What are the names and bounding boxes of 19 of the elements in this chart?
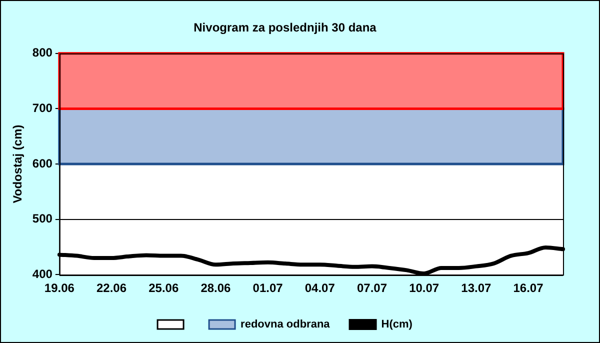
- x-tick-label: 28.06: [200, 281, 232, 296]
- y-tick-label: 600: [32, 156, 53, 170]
- x-tick-label: 04.07: [304, 281, 336, 296]
- y-tick-label: 400: [32, 266, 53, 281]
- x-tick-label: 19.06: [44, 281, 75, 296]
- x-tick-label: 07.07: [356, 281, 388, 296]
- x-tick-label: 22.06: [96, 281, 127, 296]
- y-tick-label: 500: [32, 212, 53, 226]
- x-tick-label: 13.07: [461, 281, 492, 296]
- legend-label: redovna odbrana: [240, 318, 331, 331]
- chart-title: Nivogram za poslednjih 30 dana: [194, 20, 377, 35]
- x-tick-label: 01.07: [252, 281, 284, 296]
- y-tick-label: 700: [32, 101, 53, 116]
- y-tick-label: 800: [32, 46, 53, 60]
- x-tick-label: 16.07: [513, 281, 544, 296]
- legend-label: H(cm): [381, 318, 413, 331]
- y-axis-title: Vodostaj (cm): [10, 124, 25, 204]
- x-tick-label: 25.06: [148, 281, 179, 296]
- x-tick-label: 10.07: [409, 281, 440, 296]
